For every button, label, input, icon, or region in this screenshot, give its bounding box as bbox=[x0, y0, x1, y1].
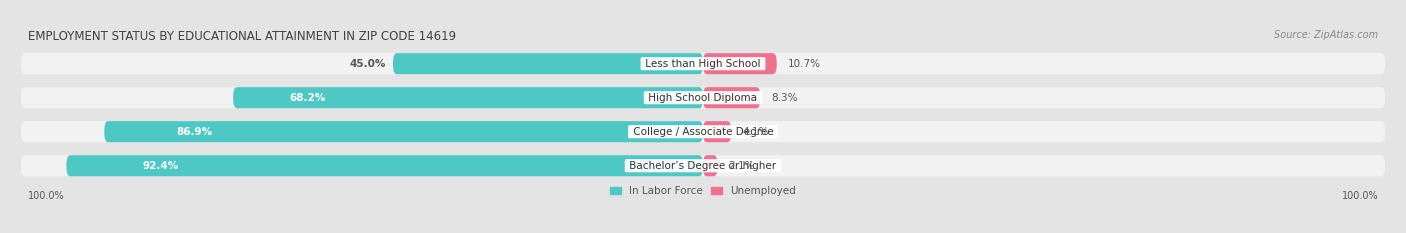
Text: High School Diploma: High School Diploma bbox=[645, 93, 761, 103]
FancyBboxPatch shape bbox=[21, 121, 1385, 142]
Legend: In Labor Force, Unemployed: In Labor Force, Unemployed bbox=[610, 186, 796, 196]
FancyBboxPatch shape bbox=[21, 87, 1385, 108]
Text: 4.1%: 4.1% bbox=[742, 127, 769, 137]
Text: 68.2%: 68.2% bbox=[290, 93, 326, 103]
Text: EMPLOYMENT STATUS BY EDUCATIONAL ATTAINMENT IN ZIP CODE 14619: EMPLOYMENT STATUS BY EDUCATIONAL ATTAINM… bbox=[28, 30, 456, 43]
Text: College / Associate Degree: College / Associate Degree bbox=[630, 127, 776, 137]
FancyBboxPatch shape bbox=[703, 121, 731, 142]
Text: Source: ZipAtlas.com: Source: ZipAtlas.com bbox=[1274, 30, 1378, 40]
FancyBboxPatch shape bbox=[66, 155, 703, 176]
FancyBboxPatch shape bbox=[703, 155, 717, 176]
Text: 8.3%: 8.3% bbox=[772, 93, 797, 103]
FancyBboxPatch shape bbox=[703, 87, 761, 108]
Text: 92.4%: 92.4% bbox=[143, 161, 179, 171]
Text: 2.1%: 2.1% bbox=[728, 161, 755, 171]
Text: Bachelor’s Degree or higher: Bachelor’s Degree or higher bbox=[626, 161, 780, 171]
Text: 100.0%: 100.0% bbox=[1341, 191, 1378, 201]
Text: 100.0%: 100.0% bbox=[28, 191, 65, 201]
FancyBboxPatch shape bbox=[104, 121, 703, 142]
Text: 10.7%: 10.7% bbox=[787, 59, 821, 69]
Text: Less than High School: Less than High School bbox=[643, 59, 763, 69]
Text: 86.9%: 86.9% bbox=[176, 127, 212, 137]
FancyBboxPatch shape bbox=[233, 87, 703, 108]
Text: 45.0%: 45.0% bbox=[350, 59, 387, 69]
FancyBboxPatch shape bbox=[394, 53, 703, 74]
FancyBboxPatch shape bbox=[21, 53, 1385, 74]
FancyBboxPatch shape bbox=[21, 155, 1385, 176]
FancyBboxPatch shape bbox=[703, 53, 776, 74]
